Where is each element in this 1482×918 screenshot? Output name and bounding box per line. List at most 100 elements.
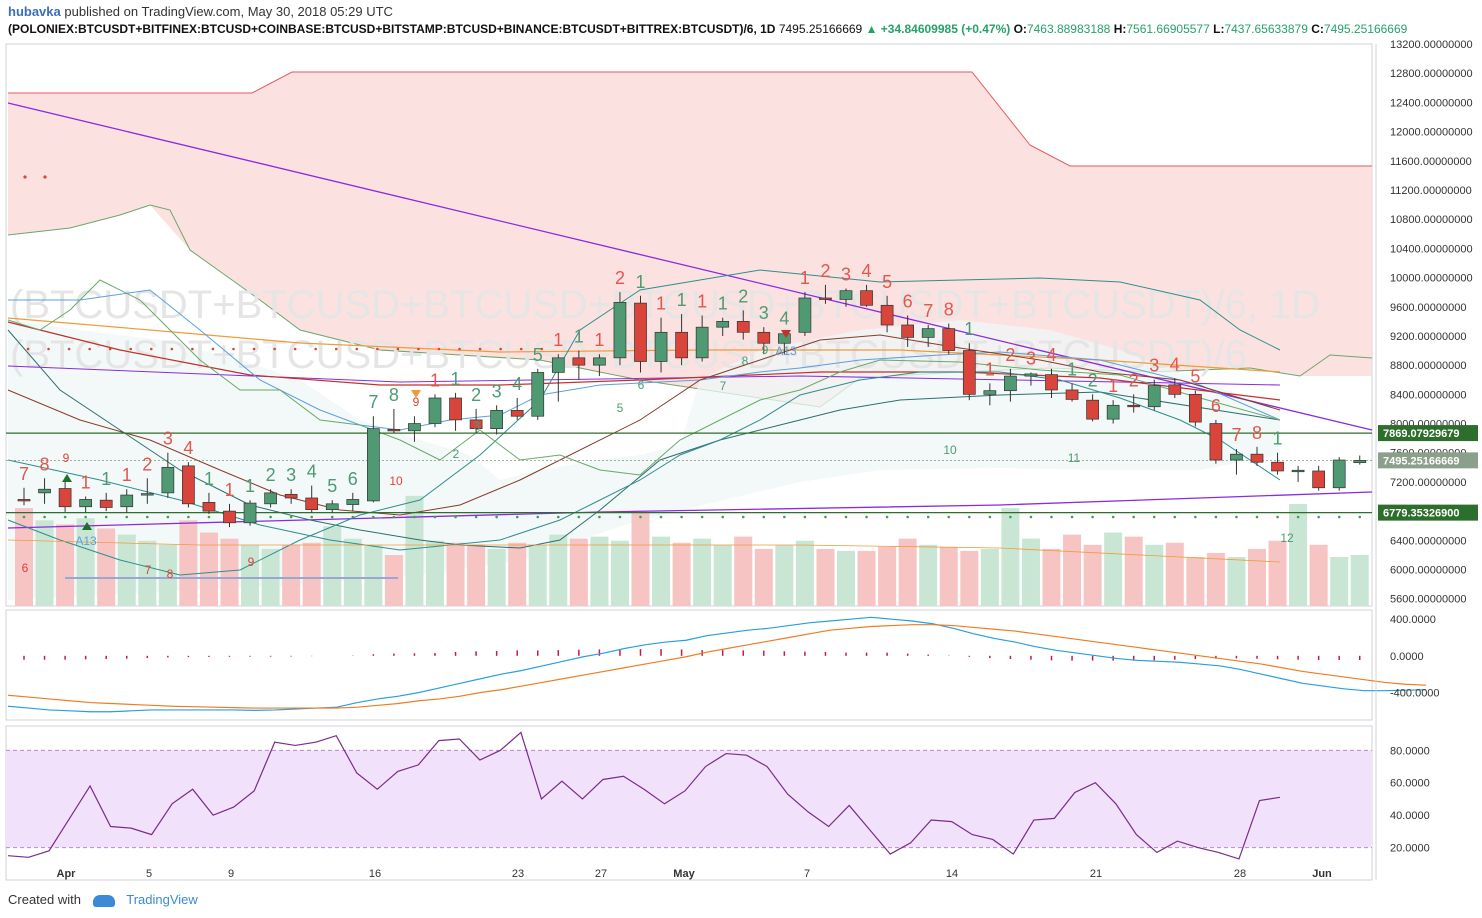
- level-label-box: [1378, 452, 1478, 469]
- candle-body: [1065, 389, 1079, 400]
- author-link[interactable]: hubavka: [8, 4, 61, 19]
- td-count-label: 7: [923, 301, 933, 321]
- candle-body: [675, 331, 688, 359]
- dot-support: [598, 515, 601, 519]
- volume-bar: [1083, 544, 1102, 606]
- candle-body: [1312, 470, 1326, 489]
- tradingview-link[interactable]: TradingView: [126, 892, 198, 907]
- level-label: 7495.25166669: [1383, 455, 1459, 467]
- price-tick-label: 10000.00000000: [1390, 273, 1473, 285]
- dot-support: [207, 515, 211, 519]
- candle-body: [860, 290, 873, 306]
- x-tick-label: 5: [146, 868, 152, 880]
- candle-body: [880, 304, 894, 326]
- low-label: L:: [1213, 22, 1225, 36]
- volume-bar: [1165, 542, 1184, 606]
- td-count-label: 5: [533, 345, 543, 365]
- dot-support: [762, 515, 766, 519]
- dot-support: [1070, 515, 1074, 519]
- td-count-label: 1: [635, 272, 645, 292]
- dot-support: [269, 515, 272, 519]
- x-tick-label: Jun: [1312, 868, 1332, 880]
- dot-support: [104, 515, 108, 519]
- td-count-label: 3: [163, 429, 173, 449]
- td-count-label: 1: [81, 473, 91, 493]
- td-count-label: 4: [779, 308, 789, 328]
- setup-count-label: 6: [638, 378, 645, 392]
- td-count-label: 8: [40, 454, 50, 474]
- volume-bar: [652, 536, 671, 606]
- candle-body: [962, 350, 976, 395]
- dot-support: [1214, 515, 1218, 519]
- td-count-label: 2: [142, 454, 152, 474]
- volume-bar: [1021, 538, 1040, 606]
- candle-body: [140, 493, 154, 496]
- dot-resist: [396, 347, 400, 351]
- open-value: 7463.88983188: [1026, 22, 1111, 36]
- candle-body: [223, 510, 236, 524]
- volume-bar: [1042, 548, 1061, 606]
- dot-support: [577, 515, 581, 519]
- x-tick-label: 9: [228, 868, 234, 880]
- dot-support: [351, 515, 355, 519]
- dot-resist: [458, 347, 461, 351]
- warning-arrow-icon: [411, 390, 421, 398]
- signal-line: [7, 624, 1426, 709]
- candle-body: [1168, 384, 1182, 395]
- td-count-label: 1: [964, 319, 974, 339]
- created-with-text: Created with: [8, 892, 81, 907]
- dot-resist: [519, 347, 523, 351]
- volume-bar: [343, 538, 362, 606]
- candle-body: [901, 324, 915, 338]
- dot-support: [392, 515, 396, 519]
- td-count-label: 1: [677, 290, 687, 310]
- candle-body: [1271, 461, 1284, 472]
- dot-resist: [129, 347, 133, 351]
- setup-count-label: 7: [720, 379, 727, 393]
- volume-bar: [734, 536, 753, 606]
- candle-body: [757, 331, 771, 344]
- dot-support: [515, 515, 519, 519]
- macd-tick-label: -400.0000: [1390, 688, 1440, 700]
- candle-body: [1147, 385, 1161, 408]
- dot-resist: [437, 347, 441, 351]
- dot-support: [659, 515, 663, 519]
- candle-body: [284, 493, 298, 499]
- candle-body: [572, 357, 586, 366]
- candle-body: [593, 357, 606, 366]
- ma-purple: [7, 365, 1281, 386]
- volume-bar: [837, 550, 855, 606]
- volume-bar: [199, 532, 218, 606]
- dot-support: [885, 515, 889, 519]
- dot-support: [1358, 515, 1362, 519]
- volume-bar: [35, 520, 54, 606]
- price-tick-label: 12000.00000000: [1390, 127, 1473, 139]
- x-tick-label: 28: [1234, 868, 1246, 880]
- dot-support: [968, 515, 971, 519]
- price-tick-label: 6000.00000000: [1390, 565, 1466, 577]
- dot-support: [1152, 515, 1156, 519]
- td-count-label: 7: [19, 464, 29, 484]
- candle-body: [1106, 404, 1120, 420]
- candle-body: [305, 497, 319, 511]
- td-count-label: 4: [307, 462, 317, 482]
- price-tick-label: 11200.00000000: [1390, 185, 1472, 197]
- volume-bar: [1186, 557, 1205, 606]
- candle-body: [367, 428, 380, 502]
- candle-body: [1291, 469, 1305, 473]
- close-value: 7495.25166669: [1323, 22, 1408, 36]
- level-label-box: [1378, 504, 1478, 521]
- dot-support: [63, 515, 67, 519]
- td-count-label: 2: [1005, 345, 1015, 365]
- x-tick-label: Apr: [57, 868, 77, 880]
- setup-count-label: 6: [22, 561, 29, 575]
- dot-resist: [47, 347, 50, 351]
- volume-bar: [323, 526, 342, 606]
- volume-bar: [713, 544, 732, 606]
- level-label: 6779.35326900: [1383, 508, 1459, 520]
- candle-body: [716, 321, 730, 328]
- dot-resist: [232, 347, 235, 351]
- dot-support: [865, 515, 868, 519]
- dot-support: [926, 515, 930, 519]
